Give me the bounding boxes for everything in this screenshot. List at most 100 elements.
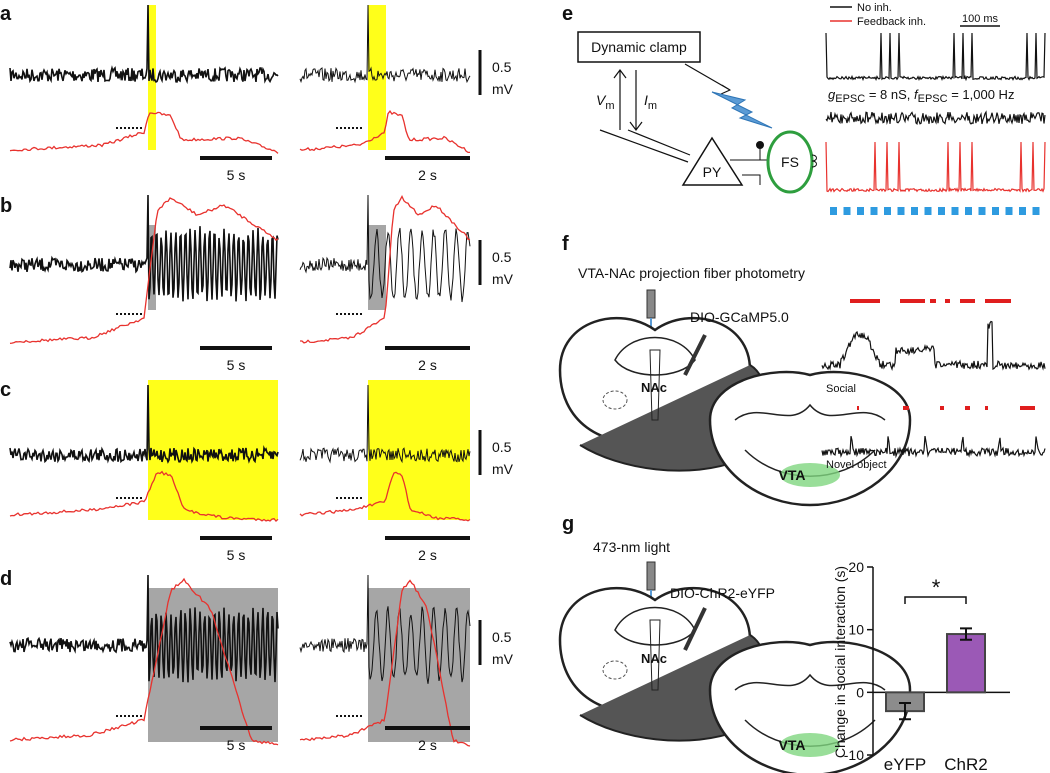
y-axis-label: Change in social interaction (s) bbox=[832, 566, 848, 758]
fiber bbox=[646, 289, 656, 319]
brain-schematic bbox=[558, 586, 912, 773]
light-label: 473-nm light bbox=[593, 539, 670, 555]
voltage-scale-value: 0.5 bbox=[492, 249, 512, 265]
im-sub: m bbox=[648, 100, 657, 112]
time-scale-label: 2 s bbox=[418, 357, 437, 373]
bout bbox=[965, 406, 970, 410]
virus-label: DIO-ChR2-eYFP bbox=[670, 585, 775, 601]
activity-trace bbox=[9, 470, 279, 523]
light-pulse bbox=[830, 207, 837, 215]
clamp-box bbox=[577, 31, 701, 63]
light-bolt bbox=[711, 91, 773, 129]
nac-label: NAc bbox=[641, 651, 667, 666]
voltage-scale-unit: mV bbox=[492, 651, 514, 667]
time-scale-label: 2 s bbox=[418, 547, 437, 563]
light-pulse bbox=[978, 207, 986, 215]
bar bbox=[946, 633, 986, 694]
nac-label: NAc bbox=[641, 380, 667, 395]
bar-chart: -10 0 10 20 eYFP ChR2 * bbox=[844, 559, 1010, 773]
light-pulse bbox=[951, 207, 959, 215]
y-tick-label: 0 bbox=[856, 684, 864, 700]
light-pulse bbox=[911, 207, 918, 215]
spike-trace bbox=[825, 32, 1046, 82]
trace-label: Novel object bbox=[826, 459, 887, 471]
bout bbox=[960, 299, 975, 303]
im-label: Im bbox=[644, 92, 657, 112]
fs-dendrite bbox=[811, 154, 817, 168]
syringe bbox=[683, 334, 707, 376]
params: gEPSC = 8 nS, fEPSC = 1,000 Hz bbox=[828, 87, 1014, 105]
activity-trace bbox=[299, 109, 470, 154]
y-tick-label: 20 bbox=[848, 559, 864, 575]
syringe bbox=[683, 607, 707, 651]
voltage-scale-unit: mV bbox=[492, 271, 514, 287]
f-title: VTA-NAc projection fiber photometry bbox=[578, 265, 805, 281]
brain-schematic bbox=[558, 316, 912, 507]
voltage-trace bbox=[9, 194, 279, 302]
time-scale-label: 2 s bbox=[418, 737, 437, 753]
bout bbox=[930, 299, 936, 303]
bout bbox=[903, 406, 909, 410]
noise-trace bbox=[825, 110, 1046, 125]
photometry-trace bbox=[821, 320, 1046, 371]
light-pulse bbox=[924, 207, 932, 215]
param: EPSC bbox=[835, 93, 865, 105]
bout bbox=[1005, 299, 1011, 303]
time-scale-label: 5 s bbox=[227, 547, 246, 563]
activity-trace bbox=[299, 471, 471, 522]
activity-trace bbox=[300, 195, 471, 344]
light-pulse bbox=[965, 207, 972, 215]
time-scale-label: 2 s bbox=[418, 167, 437, 183]
time-scale-label: 5 s bbox=[227, 357, 246, 373]
panel-label: d bbox=[0, 568, 12, 590]
light-pulse bbox=[1032, 207, 1040, 215]
param: f bbox=[914, 87, 919, 102]
light-pulse bbox=[938, 207, 945, 215]
clamp-label: Dynamic clamp bbox=[591, 39, 687, 55]
stim-window bbox=[368, 380, 470, 520]
legend-label: Feedback inh. bbox=[857, 16, 926, 28]
synapse-dot bbox=[756, 141, 764, 149]
activity-trace bbox=[299, 579, 471, 747]
param: = 1,000 Hz bbox=[948, 87, 1015, 102]
py-label: PY bbox=[703, 164, 722, 180]
bout bbox=[985, 406, 988, 410]
panel-label: a bbox=[0, 3, 12, 25]
y-tick-label: 10 bbox=[848, 622, 864, 638]
bout bbox=[850, 299, 880, 303]
voltage-trace bbox=[9, 384, 279, 464]
time-scale-label: 5 s bbox=[227, 737, 246, 753]
spike-trace bbox=[825, 141, 1046, 193]
im: I bbox=[644, 92, 648, 108]
activity-trace bbox=[9, 197, 279, 345]
time-scale-label: 5 s bbox=[227, 167, 246, 183]
voltage-trace bbox=[299, 194, 471, 303]
param: = 8 nS, bbox=[865, 87, 914, 102]
scale-label: 100 ms bbox=[962, 13, 999, 25]
bout bbox=[940, 406, 944, 410]
trace-panels: 5 s 2 s 0.5 mV 5 s 2 s 0.5 mV 5 s 2 s 0.5 mV 5 s 2 s 0… bbox=[9, 4, 514, 753]
voltage-trace bbox=[299, 4, 471, 84]
voltage-trace bbox=[9, 574, 279, 683]
light-pulse bbox=[1005, 207, 1013, 215]
voltage-scale-value: 0.5 bbox=[492, 629, 512, 645]
light-pulse bbox=[870, 207, 878, 215]
panel-label: f bbox=[562, 233, 569, 255]
light-pulse bbox=[897, 207, 905, 215]
bout bbox=[857, 406, 859, 410]
light-pulse bbox=[992, 207, 999, 215]
vta-label: VTA bbox=[779, 737, 806, 753]
light-pulse bbox=[884, 207, 891, 215]
param: EPSC bbox=[918, 93, 948, 105]
voltage-scale-value: 0.5 bbox=[492, 59, 512, 75]
stim-window bbox=[148, 380, 278, 520]
param: g bbox=[828, 87, 836, 102]
voltage-trace bbox=[299, 384, 471, 464]
error-bar bbox=[899, 701, 911, 721]
light-pulse bbox=[843, 207, 851, 215]
photometry-trace bbox=[821, 435, 1046, 459]
legend-label: No inh. bbox=[857, 2, 892, 14]
vm-sub: m bbox=[605, 100, 614, 112]
py-cell bbox=[681, 136, 744, 186]
stim-window bbox=[148, 225, 156, 310]
